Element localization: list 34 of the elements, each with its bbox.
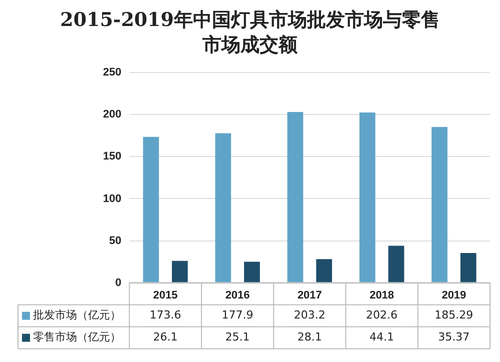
legend-label: 零售市场（亿元）	[33, 330, 121, 344]
bar	[388, 246, 404, 282]
y-tick-label: 50	[109, 234, 122, 247]
data-label: 35.37	[438, 330, 470, 344]
x-tick-label: 2017	[297, 289, 322, 302]
bar	[460, 253, 476, 282]
legend-label: 批发市场（亿元）	[33, 308, 121, 322]
bar	[432, 127, 448, 282]
x-tick-label: 2019	[442, 289, 466, 302]
x-tick-label: 2018	[370, 289, 394, 302]
data-label: 177.9	[222, 308, 254, 322]
data-label: 25.1	[225, 330, 250, 344]
y-tick-label: 250	[102, 66, 122, 79]
bar	[143, 136, 159, 282]
bar	[316, 259, 332, 282]
data-label: 203.2	[294, 308, 326, 322]
data-label: 44.1	[370, 330, 394, 344]
bar	[172, 260, 188, 282]
y-tick-label: 200	[102, 108, 122, 121]
y-tick-label: 100	[102, 192, 122, 205]
data-label: 173.6	[150, 308, 182, 322]
chart-title: 2015-2019年中国灯具市场批发市场与零售市场成交额	[60, 8, 440, 58]
x-tick-label: 2016	[225, 289, 250, 302]
x-tick-label: 2015	[153, 289, 178, 302]
bar	[244, 262, 260, 282]
data-label: 185.29	[434, 308, 474, 322]
bar	[287, 112, 304, 282]
bar	[359, 112, 376, 282]
data-label: 28.1	[297, 330, 322, 344]
data-label: 202.6	[366, 308, 398, 322]
data-label: 26.1	[153, 330, 178, 344]
bar	[215, 133, 232, 282]
y-tick-label: 150	[102, 150, 122, 163]
y-tick-label: 0	[115, 276, 122, 289]
